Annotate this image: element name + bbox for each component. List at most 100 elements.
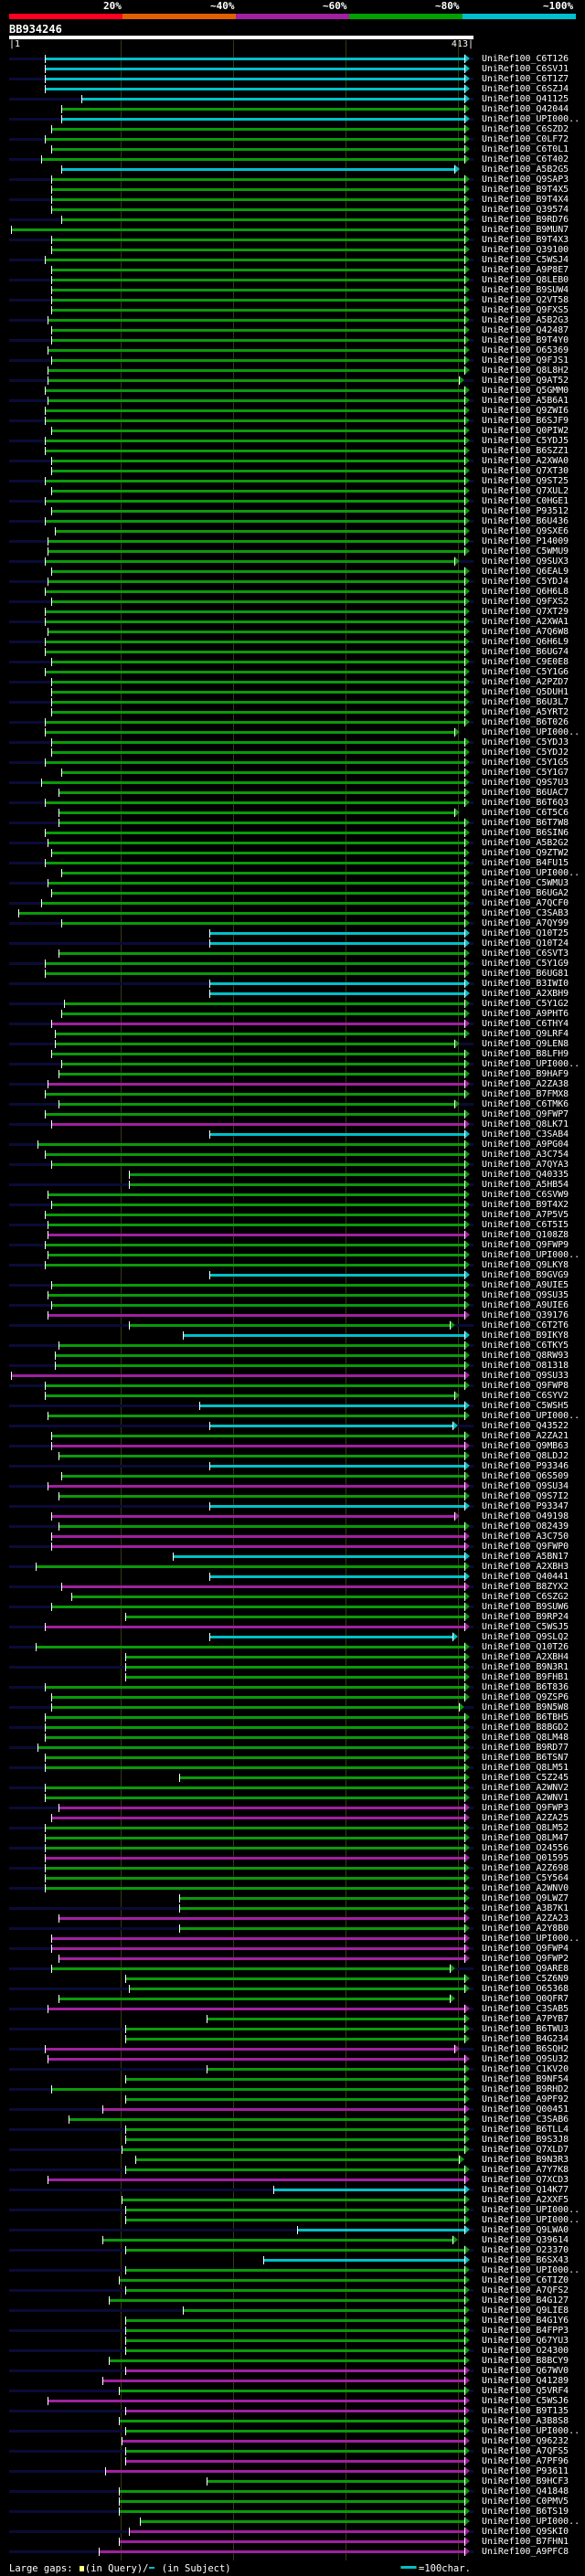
hit-row[interactable]: UniRef100_C1KV20 — [0, 2064, 585, 2074]
hit-label[interactable]: UniRef100_B6TLL4 — [482, 2125, 569, 2135]
hit-row[interactable]: UniRef100_B8ZYX2 — [0, 1582, 585, 1592]
hit-row[interactable]: UniRef100_Q42487 — [0, 325, 585, 335]
alignment-bar[interactable] — [118, 2510, 464, 2513]
hit-row[interactable]: UniRef100_A3B8S8 — [0, 2416, 585, 2426]
alignment-bar[interactable] — [50, 661, 464, 663]
hit-row[interactable]: UniRef100_Q40335 — [0, 1170, 585, 1180]
hit-label[interactable]: UniRef100_UPI000.. — [482, 2426, 580, 2436]
hit-row[interactable]: UniRef100_UPI000.. — [0, 2205, 585, 2215]
hit-label[interactable]: UniRef100_Q67YU3 — [482, 2336, 569, 2346]
hit-row[interactable]: UniRef100_A2ZA25 — [0, 1813, 585, 1823]
hit-row[interactable]: UniRef100_B6TS19 — [0, 2507, 585, 2517]
hit-row[interactable]: UniRef100_Q6EAL9 — [0, 567, 585, 577]
hit-label[interactable]: UniRef100_C6T5I5 — [482, 1220, 569, 1230]
hit-label[interactable]: UniRef100_B6TWU3 — [482, 2024, 569, 2034]
hit-row[interactable]: UniRef100_P93512 — [0, 506, 585, 516]
hit-label[interactable]: UniRef100_A5BN17 — [482, 1552, 569, 1562]
hit-row[interactable]: UniRef100_C6TMK6 — [0, 1099, 585, 1109]
alignment-bar[interactable] — [50, 289, 464, 292]
alignment-bar[interactable] — [60, 771, 464, 774]
hit-row[interactable]: UniRef100_A2ZA21 — [0, 1431, 585, 1441]
alignment-bar[interactable] — [44, 1214, 464, 1216]
alignment-bar[interactable] — [50, 510, 464, 513]
hit-label[interactable]: UniRef100_A3B7K1 — [482, 1903, 569, 1913]
hit-label[interactable]: UniRef100_Q9ZTW2 — [482, 848, 569, 858]
alignment-bar[interactable] — [44, 1626, 464, 1628]
hit-row[interactable]: UniRef100_B9MUN7 — [0, 225, 585, 235]
alignment-bar[interactable] — [208, 1465, 464, 1468]
alignment-bar[interactable] — [182, 2309, 464, 2312]
alignment-bar[interactable] — [50, 1696, 464, 1699]
hit-row[interactable]: UniRef100_B6UG74 — [0, 647, 585, 657]
alignment-bar[interactable] — [48, 349, 464, 352]
hit-label[interactable]: UniRef100_Q2VT58 — [482, 295, 569, 305]
hit-label[interactable]: UniRef100_B9IKY8 — [482, 1330, 569, 1341]
hit-row[interactable]: UniRef100_C6T5I5 — [0, 1220, 585, 1230]
hit-row[interactable]: UniRef100_Q14K77 — [0, 2185, 585, 2195]
alignment-bar[interactable] — [44, 1827, 464, 1829]
hit-row[interactable]: UniRef100_B6U3L7 — [0, 697, 585, 707]
hit-row[interactable]: UniRef100_C6T126 — [0, 54, 585, 64]
alignment-bar[interactable] — [44, 1887, 464, 1890]
hit-row[interactable]: UniRef100_B6T026 — [0, 717, 585, 727]
hit-label[interactable]: UniRef100_UPI000.. — [482, 868, 580, 878]
hit-label[interactable]: UniRef100_Q9SU35 — [482, 1290, 569, 1300]
hit-label[interactable]: UniRef100_Q9AT52 — [482, 376, 569, 386]
alignment-bar[interactable] — [50, 2088, 464, 2091]
hit-label[interactable]: UniRef100_A7Q6W8 — [482, 627, 569, 637]
alignment-bar[interactable] — [124, 2369, 464, 2372]
hit-label[interactable]: UniRef100_C6T0L1 — [482, 144, 569, 154]
hit-row[interactable]: UniRef100_C6SVJ1 — [0, 64, 585, 74]
hit-label[interactable]: UniRef100_O65369 — [482, 345, 569, 355]
alignment-bar[interactable] — [48, 1485, 464, 1488]
hit-row[interactable]: UniRef100_B9RP24 — [0, 1612, 585, 1622]
hit-row[interactable]: UniRef100_P14009 — [0, 536, 585, 546]
alignment-bar[interactable] — [48, 1224, 464, 1226]
hit-label[interactable]: UniRef100_A3C750 — [482, 1532, 569, 1542]
hit-row[interactable]: UniRef100_B7FHN1 — [0, 2537, 585, 2547]
hit-label[interactable]: UniRef100_O81318 — [482, 1361, 569, 1371]
hit-label[interactable]: UniRef100_Q9FWP7 — [482, 1109, 569, 1119]
hit-row[interactable]: UniRef100_A9UIE6 — [0, 1300, 585, 1310]
hit-label[interactable]: UniRef100_Q9FWP8 — [482, 1381, 569, 1391]
hit-row[interactable]: UniRef100_C5YDJ3 — [0, 737, 585, 747]
hit-label[interactable]: UniRef100_C5Y1G2 — [482, 999, 569, 1009]
alignment-bar[interactable] — [60, 168, 455, 171]
alignment-bar[interactable] — [124, 2209, 464, 2211]
hit-label[interactable]: UniRef100_C6THY4 — [482, 1019, 569, 1029]
hit-row[interactable]: UniRef100_B8BCY9 — [0, 2356, 585, 2366]
alignment-bar[interactable] — [44, 1756, 464, 1759]
hit-label[interactable]: UniRef100_Q0PIW2 — [482, 426, 569, 436]
hit-row[interactable]: UniRef100_Q9ZWI6 — [0, 406, 585, 416]
hit-label[interactable]: UniRef100_A2Y8B0 — [482, 1924, 569, 1934]
hit-label[interactable]: UniRef100_Q7XT30 — [482, 466, 569, 476]
hit-row[interactable]: UniRef100_Q41125 — [0, 94, 585, 104]
alignment-bar[interactable] — [108, 2359, 464, 2362]
hit-label[interactable]: UniRef100_A2WNV0 — [482, 1883, 569, 1893]
hit-label[interactable]: UniRef100_O65368 — [482, 1984, 569, 1994]
hit-row[interactable]: UniRef100_B9N3R1 — [0, 1662, 585, 1672]
hit-row[interactable]: UniRef100_Q10T26 — [0, 1642, 585, 1652]
hit-row[interactable]: UniRef100_Q9ZSP6 — [0, 1692, 585, 1702]
alignment-bar[interactable] — [118, 2420, 464, 2422]
hit-row[interactable]: UniRef100_A7P5V5 — [0, 1210, 585, 1220]
hit-label[interactable]: UniRef100_A2PZD7 — [482, 677, 569, 687]
hit-row[interactable]: UniRef100_A2ZA23 — [0, 1913, 585, 1924]
hit-label[interactable]: UniRef100_C6TIZ0 — [482, 2275, 569, 2285]
hit-label[interactable]: UniRef100_Q9FJS1 — [482, 355, 569, 366]
hit-row[interactable]: UniRef100_UPI000.. — [0, 1250, 585, 1260]
hit-row[interactable]: UniRef100_B9RHD2 — [0, 2084, 585, 2094]
hit-label[interactable]: UniRef100_A3B8S8 — [482, 2416, 569, 2426]
alignment-bar[interactable] — [60, 922, 464, 925]
alignment-bar[interactable] — [50, 1545, 464, 1548]
alignment-bar[interactable] — [37, 1746, 464, 1749]
hit-row[interactable]: UniRef100_Q10T25 — [0, 928, 585, 938]
hit-row[interactable]: UniRef100_O23370 — [0, 2245, 585, 2255]
alignment-bar[interactable] — [58, 1998, 451, 2000]
hit-label[interactable]: UniRef100_C0LF72 — [482, 134, 569, 144]
alignment-bar[interactable] — [208, 1133, 464, 1136]
hit-label[interactable]: UniRef100_Q9LWA0 — [482, 2225, 569, 2235]
hit-label[interactable]: UniRef100_C5WSJ4 — [482, 255, 569, 265]
hit-label[interactable]: UniRef100_Q9ST25 — [482, 476, 569, 486]
alignment-bar[interactable] — [44, 651, 464, 653]
